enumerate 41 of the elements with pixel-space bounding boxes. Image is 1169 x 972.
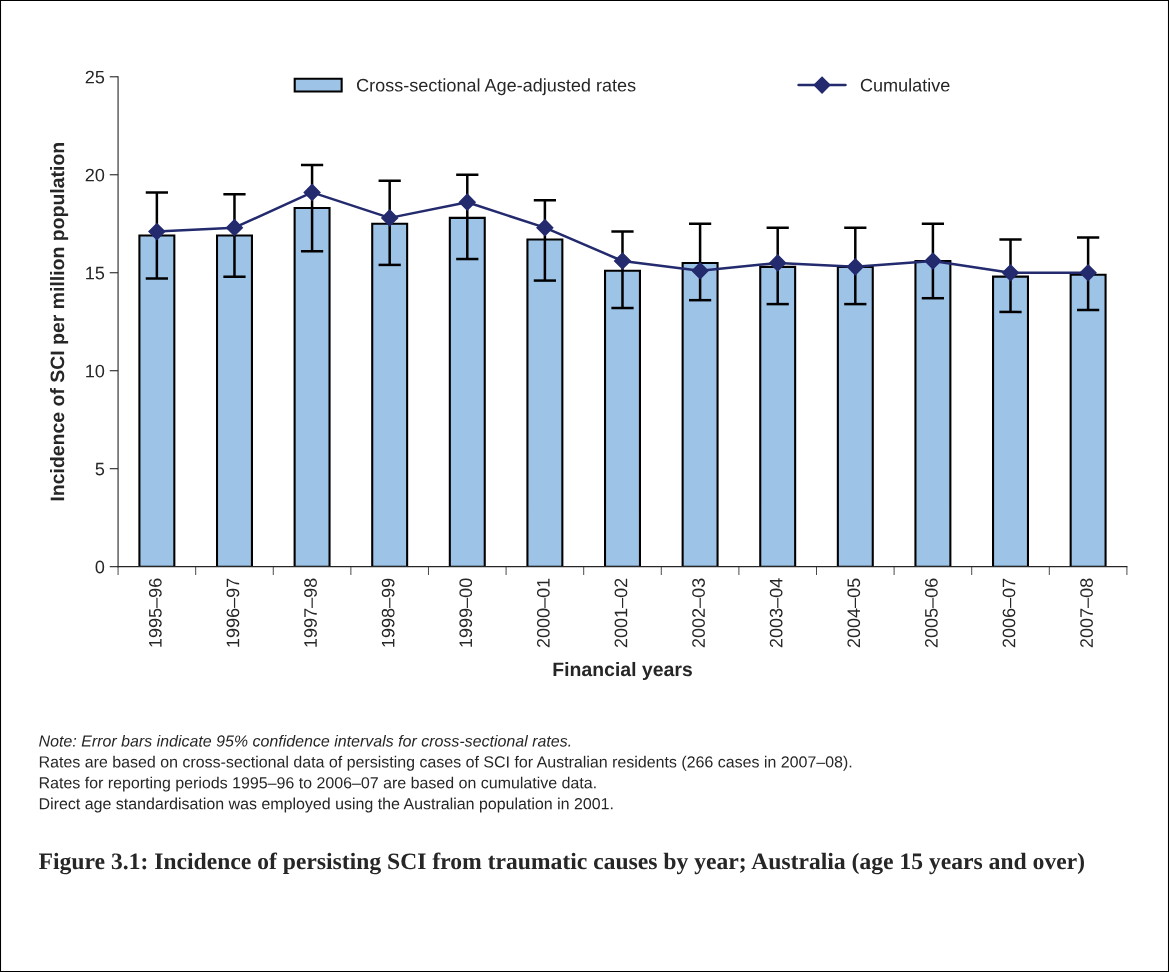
x-tick-label: 1997–98 [304, 578, 317, 647]
point [458, 193, 476, 211]
x-tick-label: 1998–99 [381, 578, 395, 647]
point [1079, 264, 1097, 282]
x-tick-label: 1999–00 [459, 578, 473, 647]
text: Note: Error bars indicate 95% confidence intervals for cross-sectional rates. [39, 734, 571, 747]
point [381, 209, 399, 227]
x-tick-label: 2007–08 [1080, 578, 1093, 648]
x-axis-title: Financial years [553, 661, 692, 681]
text: Rates are based on cross-sectional data of persisting cases of SCI for Australian residents (266 cases in 2007–08). [39, 755, 852, 771]
point [846, 258, 864, 276]
point [1001, 264, 1020, 282]
x-tick-label: 2004–05 [847, 578, 861, 648]
point [691, 262, 709, 280]
x-tick-label: 1995–96 [148, 578, 162, 647]
x-tick-label: 2006–07 [1002, 578, 1016, 648]
point [924, 252, 942, 270]
text: Direct age standardisation was employed using the Australian population in 2001. [39, 797, 613, 813]
legend-label: Cumulative [860, 78, 950, 92]
text: Figure 3.1: Incidence of persisting SCI from traumatic causes by year; Australia (age 15 years and over) [38, 852, 1084, 875]
x-tick-label: 1996–97 [226, 578, 240, 647]
point [769, 254, 787, 272]
point [303, 183, 321, 201]
point [613, 252, 632, 270]
y-axis-title: Incidence of SCI per million population [50, 143, 69, 501]
x-tick-label: 2000–01 [536, 578, 550, 648]
y-tick-label: 5 [95, 462, 105, 476]
text: Rates for reporting periods 1995–96 to 2006–07 are based on cumulative data. [39, 776, 596, 792]
y-tick-label: 15 [86, 266, 105, 280]
point [225, 219, 244, 237]
point [536, 219, 554, 237]
x-tick-label: 2001–02 [614, 578, 628, 648]
x-tick-label: 2002–03 [692, 578, 705, 648]
x-tick-label: 2003–04 [769, 578, 783, 648]
x-tick-label: 2005–06 [924, 578, 938, 648]
point [148, 223, 166, 241]
legend-label: Cross-sectional Age-adjusted rates [357, 78, 636, 96]
y-tick-label: 10 [86, 364, 105, 378]
y-tick-label: 0 [95, 560, 105, 574]
y-tick-label: 25 [85, 70, 105, 84]
y-tick-label: 20 [85, 168, 105, 182]
